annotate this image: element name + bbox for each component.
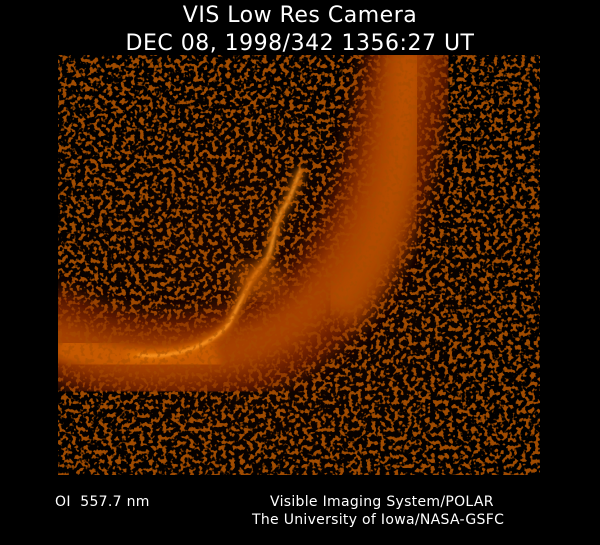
institution-credit: The University of Iowa/NASA-GSFC [252,512,505,528]
aurora-image [58,55,540,475]
image-title: VIS Low Res Camera [182,3,418,28]
image-timestamp: DEC 08, 1998/342 1356:27 UT [125,31,475,56]
wavelength-label: OI 557.7 nm [55,494,150,510]
instrument-credit: Visible Imaging System/POLAR [270,494,494,510]
